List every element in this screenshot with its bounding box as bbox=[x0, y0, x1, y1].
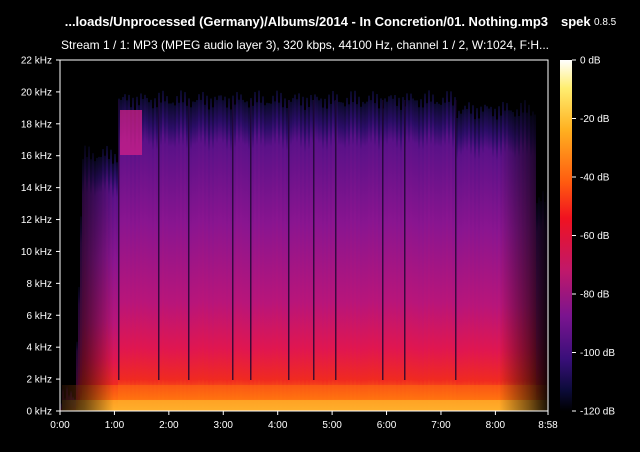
time-tick-label: 2:00 bbox=[159, 420, 179, 431]
frequency-tick-label: 18 kHz bbox=[21, 119, 52, 130]
frequency-tick-label: 0 kHz bbox=[26, 407, 52, 418]
db-tick-label: -100 dB bbox=[580, 348, 615, 359]
stream-info: Stream 1 / 1: MP3 (MPEG audio layer 3), … bbox=[61, 38, 548, 52]
frequency-tick-label: 8 kHz bbox=[26, 279, 52, 290]
db-tick-label: 0 dB bbox=[580, 56, 601, 67]
frequency-tick-label: 10 kHz bbox=[21, 247, 52, 258]
db-tick-label: -40 dB bbox=[580, 173, 610, 184]
app-version: 0.8.5 bbox=[594, 17, 617, 28]
frequency-axis-labels: 0 kHz 2 kHz 4 kHz 6 kHz 8 kHz 10 kHz 12 kHz 14 … bbox=[21, 56, 52, 418]
app-name: spek bbox=[561, 14, 591, 29]
spectrogram-image bbox=[60, 60, 548, 412]
frequency-tick-label: 22 kHz bbox=[21, 56, 52, 67]
file-title: ...loads/Unprocessed (Germany)/Albums/20… bbox=[64, 14, 548, 29]
frequency-tick-label: 4 kHz bbox=[26, 343, 52, 354]
frequency-tick-label: 2 kHz bbox=[26, 375, 52, 386]
frequency-tick-label: 6 kHz bbox=[26, 311, 52, 322]
time-tick-label: 5:00 bbox=[322, 420, 342, 431]
frequency-tick-label: 12 kHz bbox=[21, 215, 52, 226]
time-tick-label: 4:00 bbox=[268, 420, 288, 431]
db-tick-label: -60 dB bbox=[580, 231, 610, 242]
time-tick-label: 3:00 bbox=[214, 420, 234, 431]
frequency-tick-label: 20 kHz bbox=[21, 87, 52, 98]
time-tick-label: 0:00 bbox=[50, 420, 70, 431]
frequency-tick-label: 14 kHz bbox=[21, 183, 52, 194]
db-colorbar bbox=[560, 60, 572, 411]
spectrum-fade bbox=[60, 60, 548, 411]
time-axis-labels: 0:00 1:00 2:00 3:00 4:00 5:00 6:00 7:00 8:00 8:58 bbox=[50, 420, 558, 431]
time-tick-label: 8:58 bbox=[538, 420, 558, 431]
axes bbox=[56, 59, 576, 415]
db-tick-label: -120 dB bbox=[580, 407, 615, 418]
db-tick-label: -80 dB bbox=[580, 290, 610, 301]
time-tick-label: 7:00 bbox=[431, 420, 451, 431]
time-tick-label: 1:00 bbox=[105, 420, 125, 431]
time-tick-label: 8:00 bbox=[486, 420, 506, 431]
db-tick-label: -20 dB bbox=[580, 114, 610, 125]
frequency-tick-label: 16 kHz bbox=[21, 151, 52, 162]
time-tick-label: 6:00 bbox=[377, 420, 397, 431]
db-scale-labels: 0 dB -20 dB -40 dB -60 dB -80 dB -100 dB -120 … bbox=[580, 56, 615, 418]
